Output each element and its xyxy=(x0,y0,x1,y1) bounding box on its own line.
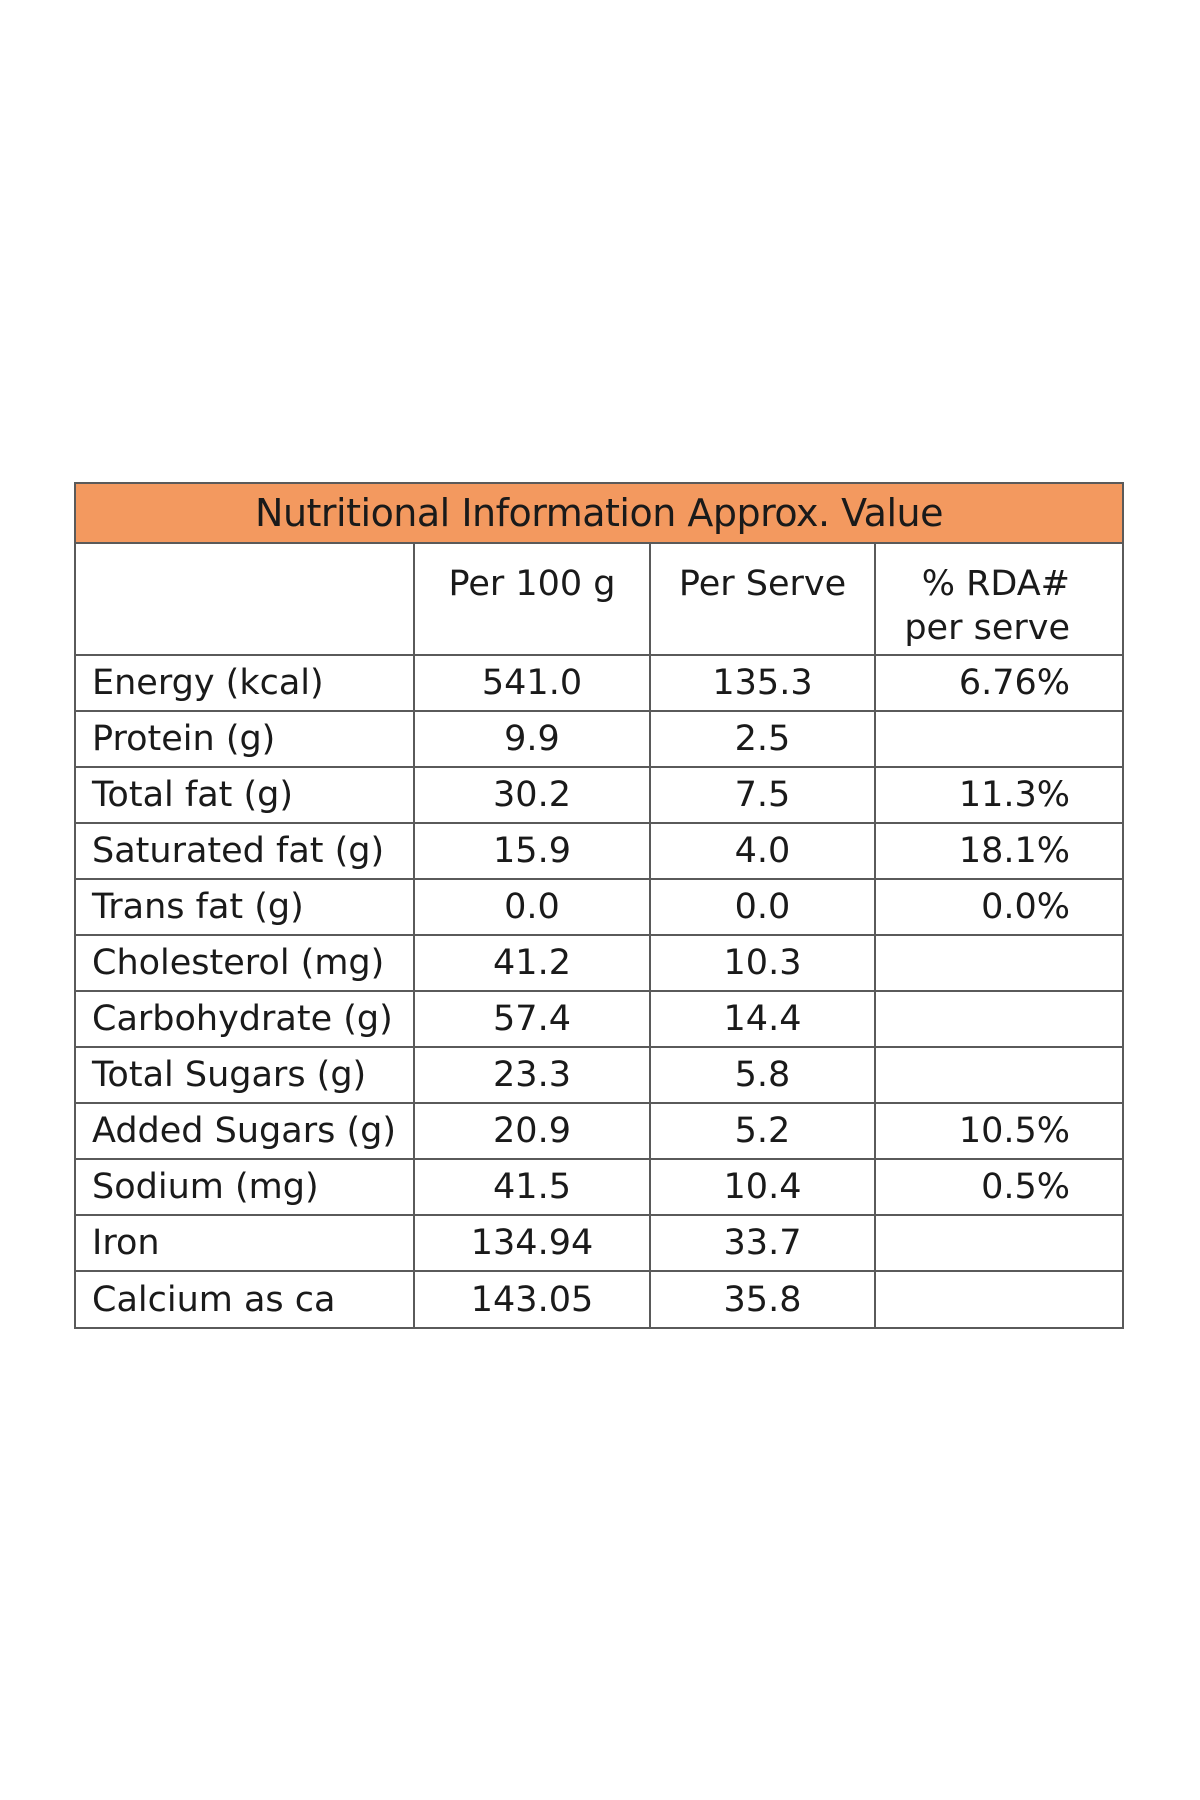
nutrient-name: Total Sugars (g) xyxy=(76,1047,415,1104)
rda-value: 11.3% xyxy=(875,767,1122,824)
nutrient-name: Energy (kcal) xyxy=(76,655,415,712)
nutrient-name: Saturated fat (g) xyxy=(76,823,415,880)
per-100g-value: 15.9 xyxy=(414,823,651,880)
rda-value xyxy=(875,1047,1122,1104)
per-100g-value: 134.94 xyxy=(414,1215,651,1272)
per-100g-value: 23.3 xyxy=(414,1047,651,1104)
per-100g-value: 41.5 xyxy=(414,1159,651,1216)
per-serve-value: 10.3 xyxy=(650,935,876,992)
per-serve-value: 35.8 xyxy=(650,1271,876,1327)
table-row: Protein (g) 9.9 2.5 xyxy=(76,711,1122,768)
header-row: Per 100 g Per Serve % RDA# per serve xyxy=(76,544,1122,656)
nutrient-name: Cholesterol (mg) xyxy=(76,935,415,992)
per-serve-value: 5.8 xyxy=(650,1047,876,1104)
header-rda-line2: per serve xyxy=(904,608,1070,648)
table-row: Cholesterol (mg) 41.2 10.3 xyxy=(76,935,1122,992)
header-nutrient xyxy=(76,544,415,656)
table-row: Carbohydrate (g) 57.4 14.4 xyxy=(76,991,1122,1048)
nutrient-name: Protein (g) xyxy=(76,711,415,768)
nutrient-name: Carbohydrate (g) xyxy=(76,991,415,1048)
table-row: Total Sugars (g) 23.3 5.8 xyxy=(76,1047,1122,1104)
per-100g-value: 41.2 xyxy=(414,935,651,992)
per-serve-value: 2.5 xyxy=(650,711,876,768)
rda-value: 0.0% xyxy=(875,879,1122,936)
table-row: Saturated fat (g) 15.9 4.0 18.1% xyxy=(76,823,1122,880)
nutrition-panel: Nutritional Information Approx. Value Pe… xyxy=(74,482,1124,1329)
table-row: Trans fat (g) 0.0 0.0 0.0% xyxy=(76,879,1122,936)
header-rda-line1: % RDA# xyxy=(921,564,1070,604)
nutrient-name: Added Sugars (g) xyxy=(76,1103,415,1160)
per-100g-value: 57.4 xyxy=(414,991,651,1048)
per-100g-value: 9.9 xyxy=(414,711,651,768)
per-100g-value: 20.9 xyxy=(414,1103,651,1160)
table-row: Energy (kcal) 541.0 135.3 6.76% xyxy=(76,655,1122,712)
per-serve-value: 5.2 xyxy=(650,1103,876,1160)
rda-value: 0.5% xyxy=(875,1159,1122,1216)
header-per-100g: Per 100 g xyxy=(414,544,651,656)
table-row: Added Sugars (g) 20.9 5.2 10.5% xyxy=(76,1103,1122,1160)
table-row: Iron 134.94 33.7 xyxy=(76,1215,1122,1272)
rda-value xyxy=(875,1215,1122,1272)
table-row: Total fat (g) 30.2 7.5 11.3% xyxy=(76,767,1122,824)
per-serve-value: 33.7 xyxy=(650,1215,876,1272)
rda-value xyxy=(875,991,1122,1048)
nutrition-title: Nutritional Information Approx. Value xyxy=(76,484,1122,544)
per-100g-value: 541.0 xyxy=(414,655,651,712)
per-serve-value: 14.4 xyxy=(650,991,876,1048)
table-row: Calcium as ca 143.05 35.8 xyxy=(76,1271,1122,1327)
nutrition-table: Per 100 g Per Serve % RDA# per serve Ene… xyxy=(76,544,1122,1327)
per-100g-value: 143.05 xyxy=(414,1271,651,1327)
rda-value xyxy=(875,711,1122,768)
per-serve-value: 10.4 xyxy=(650,1159,876,1216)
nutrient-name: Sodium (mg) xyxy=(76,1159,415,1216)
table-row: Sodium (mg) 41.5 10.4 0.5% xyxy=(76,1159,1122,1216)
per-100g-value: 0.0 xyxy=(414,879,651,936)
per-serve-value: 7.5 xyxy=(650,767,876,824)
nutrient-name: Iron xyxy=(76,1215,415,1272)
nutrient-name: Calcium as ca xyxy=(76,1271,415,1327)
rda-value: 18.1% xyxy=(875,823,1122,880)
per-100g-value: 30.2 xyxy=(414,767,651,824)
header-per-serve: Per Serve xyxy=(650,544,876,656)
nutrient-name: Total fat (g) xyxy=(76,767,415,824)
header-rda: % RDA# per serve xyxy=(875,544,1122,656)
rda-value xyxy=(875,935,1122,992)
per-serve-value: 135.3 xyxy=(650,655,876,712)
rda-value: 6.76% xyxy=(875,655,1122,712)
nutrient-name: Trans fat (g) xyxy=(76,879,415,936)
rda-value: 10.5% xyxy=(875,1103,1122,1160)
per-serve-value: 4.0 xyxy=(650,823,876,880)
per-serve-value: 0.0 xyxy=(650,879,876,936)
rda-value xyxy=(875,1271,1122,1327)
